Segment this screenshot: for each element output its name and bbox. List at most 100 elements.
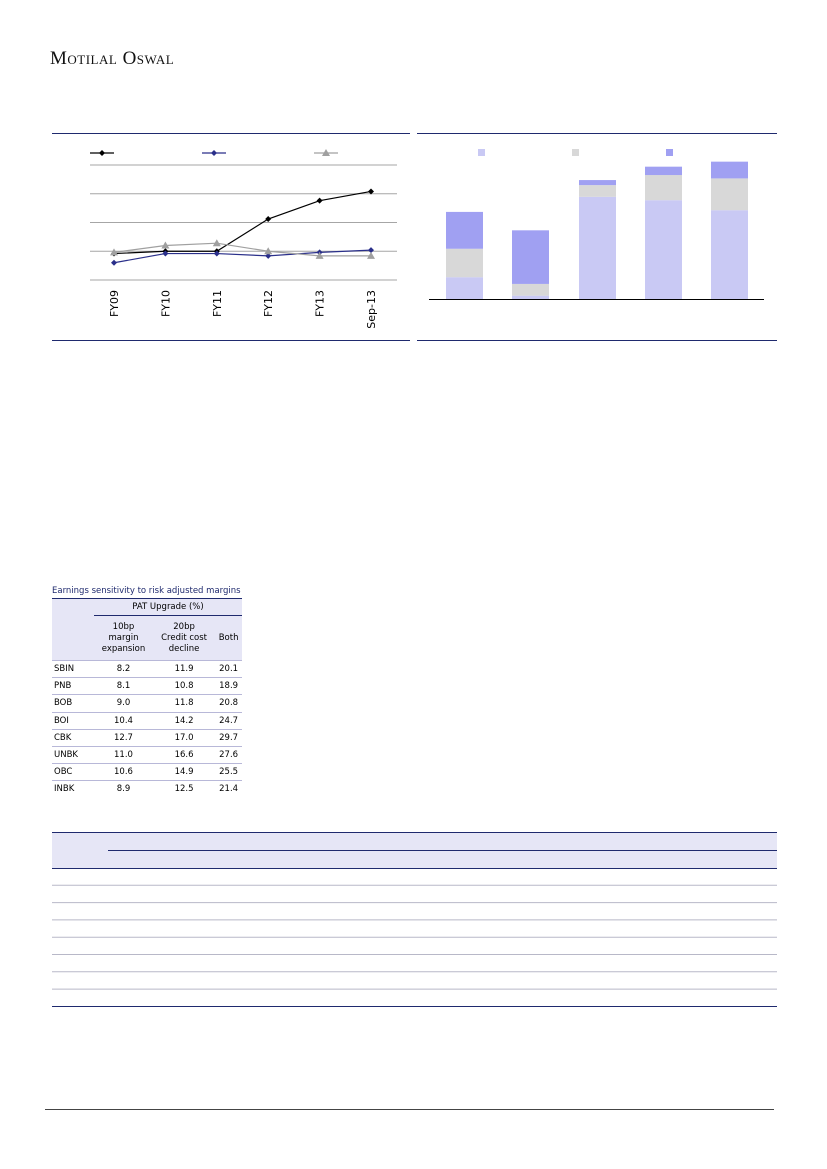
both-cell: 18.9	[215, 677, 242, 695]
legend-swatch	[666, 149, 673, 156]
margin-cell: 12.7	[94, 728, 153, 747]
brand-logo: Motilal Oswal	[50, 48, 175, 69]
both-cell: 24.7	[215, 711, 242, 730]
both-cell: 20.8	[215, 694, 242, 713]
bar-segment	[579, 185, 616, 197]
data-point	[368, 188, 374, 195]
bar-chart-top-rule	[417, 133, 777, 134]
footer-rule	[45, 1109, 774, 1110]
data-point	[161, 241, 170, 249]
header-blank-cell	[52, 599, 94, 661]
bar-segment	[579, 196, 616, 299]
series-line	[113, 190, 372, 255]
series-line	[113, 249, 372, 264]
line-chart-top-rule	[52, 133, 410, 134]
bar-segment	[512, 283, 549, 296]
table-row: UNBK 11.0 16.6 27.6	[52, 745, 242, 764]
data-point	[162, 250, 169, 257]
bar-chart-bottom-rule	[417, 340, 777, 341]
earnings-sensitivity-table: Earnings sensitivity to risk adjusted ma…	[52, 584, 242, 798]
data-point	[264, 247, 273, 255]
data-point	[110, 248, 118, 256]
table-row: SBIN 8.2 11.9 20.1	[52, 659, 242, 678]
credit-cost-cell: 11.9	[152, 659, 216, 678]
margin-cell: 8.2	[94, 659, 153, 678]
margin-cell: 10.6	[94, 763, 153, 781]
both-cell: 27.6	[215, 745, 242, 764]
series-line	[113, 242, 371, 257]
credit-cost-cell: 14.9	[152, 763, 216, 781]
bar-segment	[645, 200, 682, 299]
table-row: CBK 12.7 17.0 29.7	[52, 728, 242, 747]
line-chart: FY09 FY10 FY11 FY12 FY13 Sep-13	[90, 149, 397, 329]
data-point	[111, 259, 117, 266]
both-cell: 29.7	[215, 728, 242, 747]
bank-cell: OBC	[52, 763, 94, 781]
table-row: OBC 10.6 14.9 25.5	[52, 763, 242, 781]
bar-segment	[446, 248, 483, 278]
bar-segment	[512, 230, 549, 284]
data-point	[265, 252, 272, 259]
legend-marker	[99, 150, 105, 156]
data-point	[367, 251, 375, 259]
bank-cell: UNBK	[52, 745, 94, 764]
data-point	[368, 247, 374, 254]
bank-cell: BOI	[52, 711, 94, 730]
bar-segment	[512, 295, 549, 299]
data-point	[213, 250, 220, 257]
bar-segment	[645, 166, 682, 176]
x-tick-label: Sep-13	[365, 290, 378, 329]
comparison-table	[52, 832, 777, 1007]
stacked-bar-chart	[429, 149, 764, 300]
column-header-both: Both	[218, 632, 239, 643]
legend-swatch	[478, 149, 485, 156]
table-row: BOB 9.0 11.8 20.8	[52, 694, 242, 713]
table-row: INBK 8.9 12.5 21.4	[52, 780, 242, 798]
legend-swatch	[572, 149, 579, 156]
bar-segment	[711, 178, 748, 211]
bar-segment	[711, 210, 748, 299]
x-tick-label: FY10	[159, 290, 172, 317]
x-tick-label: FY09	[108, 290, 121, 317]
margin-cell: 10.4	[94, 711, 153, 730]
credit-cost-cell: 14.2	[152, 711, 216, 730]
bank-cell: PNB	[52, 677, 94, 695]
bar-segment	[711, 161, 748, 179]
legend-marker	[322, 149, 330, 156]
column-header-credit-cost: 20bp Credit cost decline	[161, 621, 208, 654]
data-point	[316, 197, 323, 204]
both-cell: 25.5	[215, 763, 242, 781]
both-cell: 20.1	[215, 659, 242, 678]
group-header: PAT Upgrade (%)	[94, 598, 242, 616]
table-row: BOI 10.4 14.2 24.7	[52, 711, 242, 730]
credit-cost-cell: 17.0	[152, 728, 216, 747]
data-point	[265, 216, 272, 223]
credit-cost-cell: 10.8	[152, 677, 216, 695]
table-title: Earnings sensitivity to risk adjusted ma…	[52, 584, 242, 599]
margin-cell: 8.1	[94, 677, 153, 695]
x-tick-label: FY13	[314, 290, 327, 317]
bank-cell: BOB	[52, 694, 94, 713]
x-tick-label: FY11	[211, 290, 224, 317]
column-header-margin: 10bp margin expansion	[101, 621, 146, 654]
margin-cell: 8.9	[94, 780, 153, 798]
x-tick-label: FY12	[262, 290, 275, 317]
table-row: PNB 8.1 10.8 18.9	[52, 677, 242, 695]
legend-marker	[211, 150, 217, 156]
bar-segment	[446, 211, 483, 249]
bar-segment	[446, 277, 483, 299]
bank-cell: SBIN	[52, 659, 94, 678]
credit-cost-cell: 12.5	[152, 780, 216, 798]
line-chart-bottom-rule	[52, 340, 410, 341]
bar-segment	[579, 180, 616, 186]
margin-cell: 9.0	[94, 694, 153, 713]
margin-cell: 11.0	[94, 745, 153, 764]
bank-cell: INBK	[52, 780, 94, 798]
bar-segment	[645, 175, 682, 201]
data-point	[212, 239, 221, 247]
credit-cost-cell: 11.8	[152, 694, 216, 713]
data-point	[315, 251, 324, 259]
credit-cost-cell: 16.6	[152, 745, 216, 764]
bank-cell: CBK	[52, 728, 94, 747]
both-cell: 21.4	[215, 780, 242, 798]
